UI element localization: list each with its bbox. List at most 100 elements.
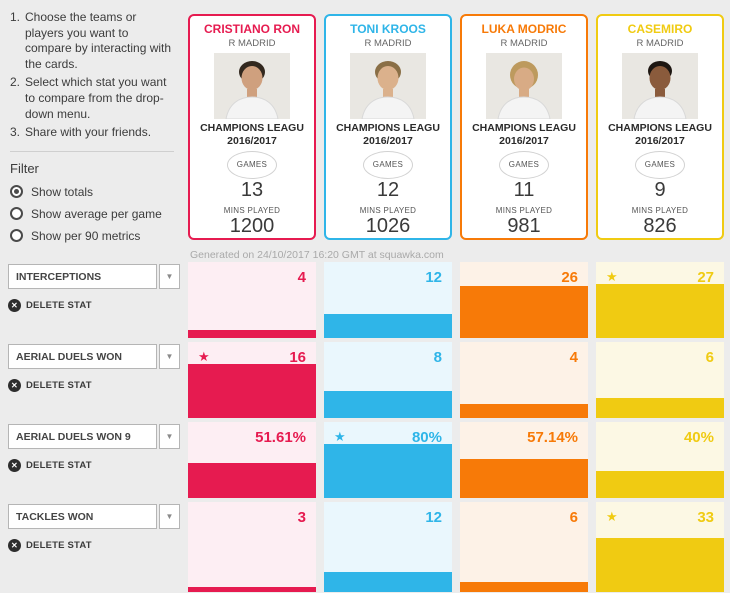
competition-label: CHAMPIONS LEAGU	[200, 122, 304, 134]
games-value: 11	[513, 179, 535, 202]
player-card-kroos[interactable]: TONI KROOS R MADRID CHAMPIONS LEAGU 2016…	[324, 14, 452, 240]
player-team: R MADRID	[636, 38, 684, 49]
stat-value: 6	[569, 509, 578, 526]
stat-cell: ★6	[460, 502, 588, 592]
stat-cell: ★8	[324, 342, 452, 418]
star-icon: ★	[606, 509, 618, 524]
player-name: LUKA MODRIC	[481, 22, 567, 36]
star-icon: ★	[334, 429, 346, 444]
chevron-down-icon[interactable]: ▼	[159, 504, 180, 529]
stat-cell: ★ 27	[596, 262, 724, 338]
games-value: 13	[240, 179, 264, 202]
stat-bar	[596, 471, 724, 498]
delete-stat-button[interactable]: ✕ DELETE STAT	[8, 379, 180, 392]
stat-row-aerial-duels-won: ★ 16 ★8 ★4 ★6	[186, 342, 730, 422]
stat-select[interactable]: TACKLES WON	[8, 504, 157, 529]
player-cards: CRISTIANO RON R MADRID CHAMPIONS LEAGU 2…	[188, 14, 724, 240]
stat-cell: ★ 80%	[324, 422, 452, 498]
stat-value: 4	[569, 349, 578, 366]
stat-row-tackles-won: ★3 ★12 ★6 ★ 33	[186, 502, 730, 593]
radio-icon[interactable]	[10, 229, 23, 243]
stat-bar	[188, 330, 316, 338]
radio-label: Show per 90 metrics	[31, 228, 141, 243]
stat-bar	[188, 463, 316, 498]
stat-value: 33	[697, 509, 714, 526]
stat-value: 12	[425, 269, 442, 286]
chevron-down-icon[interactable]: ▼	[159, 264, 180, 289]
stat-control-aerial-duels-won-pct: AERIAL DUELS WON 9 ▼ ✕ DELETE STAT	[0, 422, 186, 502]
player-team: R MADRID	[500, 38, 548, 49]
mins-played-value: 1026	[365, 215, 411, 238]
stat-value: 3	[297, 509, 306, 526]
stat-cell: ★12	[324, 262, 452, 338]
stat-cell: ★12	[324, 502, 452, 592]
season-label: 2016/2017	[363, 135, 413, 148]
instruction-number: 3.	[10, 125, 21, 140]
games-value: 12	[376, 179, 400, 202]
stat-bar	[324, 314, 452, 338]
instruction-item: 1. Choose the teams or players you want t…	[10, 10, 174, 72]
stat-cell: ★3	[188, 502, 316, 592]
stat-cell: ★4	[188, 262, 316, 338]
stat-select[interactable]: AERIAL DUELS WON 9	[8, 424, 157, 449]
player-card-modric[interactable]: LUKA MODRIC R MADRID CHAMPIONS LEAGU 201…	[460, 14, 588, 240]
radio-label: Show totals	[31, 184, 94, 199]
chevron-down-icon[interactable]: ▼	[159, 344, 180, 369]
instruction-item: 3. Share with your friends.	[10, 125, 174, 141]
player-team: R MADRID	[364, 38, 412, 49]
player-card-casemiro[interactable]: CASEMIRO R MADRID CHAMPIONS LEAGU 2016/2…	[596, 14, 724, 240]
player-photo	[326, 53, 450, 119]
competition-label: CHAMPIONS LEAGU	[472, 122, 576, 134]
stat-value: 57.14%	[527, 429, 578, 446]
delete-stat-button[interactable]: ✕ DELETE STAT	[8, 539, 180, 552]
stat-value: 51.61%	[255, 429, 306, 446]
close-icon: ✕	[8, 299, 21, 312]
delete-stat-label: DELETE STAT	[26, 300, 92, 311]
stat-row-interceptions: ★4 ★12 ★26 ★ 27	[186, 262, 730, 342]
stat-bar	[596, 398, 724, 418]
instruction-number: 2.	[10, 75, 21, 90]
instruction-text: Choose the teams or players you want to …	[25, 10, 172, 71]
radio-icon[interactable]	[10, 207, 23, 221]
generated-note: Generated on 24/10/2017 16:20 GMT at squ…	[190, 249, 444, 261]
player-team: R MADRID	[228, 38, 276, 49]
delete-stat-button[interactable]: ✕ DELETE STAT	[8, 299, 180, 312]
games-label: GAMES	[635, 151, 685, 180]
stat-value: 80%	[411, 429, 442, 446]
stat-select-label: AERIAL DUELS WON 9	[16, 431, 131, 443]
stat-cell: ★51.61%	[188, 422, 316, 498]
cards-area: CRISTIANO RON R MADRID CHAMPIONS LEAGU 2…	[186, 0, 730, 262]
stat-value: 6	[705, 349, 714, 366]
delete-stat-label: DELETE STAT	[26, 380, 92, 391]
sidebar: 1. Choose the teams or players you want t…	[0, 0, 186, 262]
filter-option-show-totals[interactable]: Show totals	[10, 185, 174, 199]
competition-label: CHAMPIONS LEAGU	[336, 122, 440, 134]
stat-bar	[188, 587, 316, 592]
delete-stat-button[interactable]: ✕ DELETE STAT	[8, 459, 180, 472]
filter-title: Filter	[10, 160, 39, 176]
stat-row-aerial-duels-won-pct: ★51.61% ★ 80% ★57.14% ★40%	[186, 422, 730, 502]
delete-stat-label: DELETE STAT	[26, 460, 92, 471]
player-card-ronaldo[interactable]: CRISTIANO RON R MADRID CHAMPIONS LEAGU 2…	[188, 14, 316, 240]
mins-played-label: MINS PLAYED	[631, 206, 689, 216]
games-value: 9	[654, 179, 666, 202]
stat-select[interactable]: INTERCEPTIONS	[8, 264, 157, 289]
mins-played-label: MINS PLAYED	[359, 206, 417, 216]
instructions-list: 1. Choose the teams or players you want t…	[10, 10, 174, 141]
radio-icon[interactable]	[10, 185, 23, 199]
filter-option-average-per-game[interactable]: Show average per game	[10, 207, 174, 221]
stat-control-interceptions: INTERCEPTIONS ▼ ✕ DELETE STAT	[0, 262, 186, 342]
close-icon: ✕	[8, 539, 21, 552]
stat-value: 27	[697, 269, 714, 286]
stat-select-label: TACKLES WON	[16, 511, 94, 523]
stat-cell: ★26	[460, 262, 588, 338]
filter-option-per-90[interactable]: Show per 90 metrics	[10, 229, 174, 243]
stat-value: 40%	[683, 429, 714, 446]
stat-bar	[460, 582, 588, 592]
stat-cell: ★4	[460, 342, 588, 418]
games-label: GAMES	[227, 151, 277, 180]
stat-select[interactable]: AERIAL DUELS WON	[8, 344, 157, 369]
chevron-down-icon[interactable]: ▼	[159, 424, 180, 449]
instruction-item: 2. Select which stat you want to compare …	[10, 75, 174, 122]
stat-cell: ★6	[596, 342, 724, 418]
